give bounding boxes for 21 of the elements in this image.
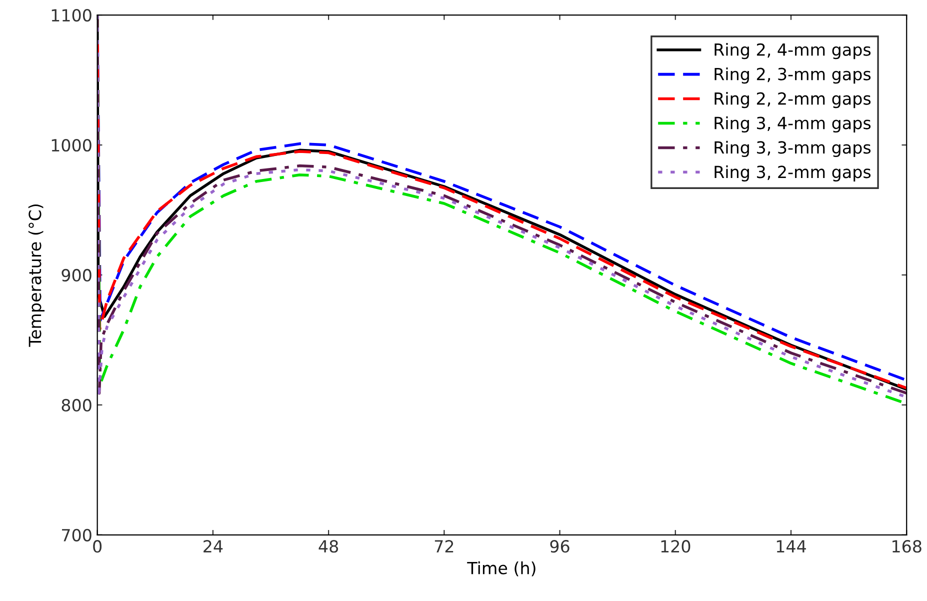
x-tick-label: 144 — [776, 540, 806, 552]
x-tick-label: 96 — [550, 540, 570, 553]
x-tick-label: 24 — [204, 540, 223, 552]
y-tick-label: 800 — [62, 398, 92, 412]
legend-label: Ring 2, 3-mm gaps — [714, 67, 871, 84]
y-tick-label: 700 — [62, 528, 92, 542]
y-tick-label: 1100 — [52, 8, 92, 22]
y-tick-label: 900 — [62, 268, 92, 282]
x-tick-label: 168 — [892, 540, 922, 553]
legend-label: Ring 2, 4-mm gaps — [714, 43, 871, 60]
legend-label: Ring 3, 4-mm gaps — [714, 116, 871, 133]
x-tick-label: 48 — [318, 540, 338, 553]
x-tick-label: 120 — [661, 540, 690, 553]
y-axis-title: Temperature (°C) — [28, 204, 44, 347]
y-tick-label: 1000 — [52, 138, 92, 152]
legend-label: Ring 3, 3-mm gaps — [714, 140, 871, 158]
legend-label: Ring 2, 2-mm gaps — [714, 92, 871, 108]
legend-label: Ring 3, 2-mm gaps — [714, 165, 871, 182]
x-tick-label: 0 — [93, 540, 102, 553]
x-tick-label: 72 — [434, 540, 454, 552]
x-axis-title: Time (h) — [467, 561, 536, 576]
